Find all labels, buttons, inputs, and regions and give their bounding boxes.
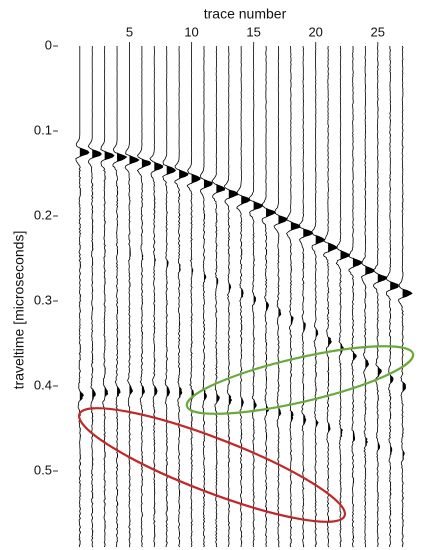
trace — [298, 45, 314, 547]
trace-fill — [216, 46, 225, 548]
x-tick-label: 20 — [308, 24, 322, 39]
trace — [224, 46, 239, 548]
y-tick-label: 0 — [45, 37, 52, 52]
trace — [112, 45, 128, 548]
trace — [174, 45, 189, 548]
y-tick-label: 0.4 — [34, 377, 52, 392]
trace-fill — [179, 46, 188, 548]
trace-fill — [228, 46, 239, 548]
trace-fill — [166, 46, 176, 548]
trace — [87, 46, 102, 548]
trace-fill — [352, 46, 362, 548]
trace — [149, 45, 164, 548]
trace — [136, 46, 152, 548]
plot-area — [75, 45, 413, 548]
trace-fill — [79, 46, 89, 548]
x-tick-label: 5 — [126, 24, 133, 39]
trace — [273, 45, 288, 548]
highlight-ellipse — [185, 345, 415, 415]
trace — [124, 46, 140, 548]
trace — [100, 45, 115, 548]
trace-fill — [117, 46, 127, 548]
trace-fill — [203, 46, 213, 548]
trace-fill — [315, 46, 325, 548]
trace-fill — [129, 46, 139, 548]
trace — [385, 45, 400, 548]
trace — [211, 45, 226, 548]
trace-fill — [141, 46, 151, 548]
y-tick-label: 0.1 — [34, 122, 52, 137]
y-tick-label: 0.3 — [34, 292, 52, 307]
trace-fill — [328, 46, 337, 548]
trace — [360, 45, 375, 548]
trace-fill — [278, 46, 288, 548]
trace — [162, 45, 177, 547]
trace — [236, 45, 251, 548]
trace — [398, 45, 413, 548]
trace-fill — [191, 46, 201, 548]
trace-fill — [104, 46, 114, 548]
x-axis-title: trace number — [204, 6, 287, 22]
trace — [186, 46, 201, 548]
x-tick-label: 10 — [184, 24, 198, 39]
trace — [248, 45, 264, 548]
trace — [200, 46, 213, 548]
highlight-ellipse — [77, 407, 347, 523]
trace — [335, 45, 350, 548]
trace — [373, 45, 388, 548]
trace — [348, 45, 363, 548]
trace — [261, 45, 277, 548]
trace-fill — [92, 46, 102, 548]
x-tick-label: 15 — [246, 24, 260, 39]
trace-fill — [390, 46, 399, 548]
trace — [75, 46, 90, 548]
trace — [285, 46, 301, 548]
trace-fill — [377, 46, 387, 548]
y-axis-title: traveltime [microseconds] — [11, 231, 27, 390]
trace-fill — [340, 46, 350, 548]
trace — [323, 45, 338, 548]
y-tick-label: 0.2 — [34, 207, 52, 222]
trace-fill — [365, 46, 375, 548]
x-tick-label: 25 — [371, 24, 385, 39]
trace-fill — [266, 46, 276, 548]
trace-fill — [303, 46, 313, 548]
trace — [310, 45, 325, 548]
y-tick-label: 0.5 — [34, 462, 52, 477]
